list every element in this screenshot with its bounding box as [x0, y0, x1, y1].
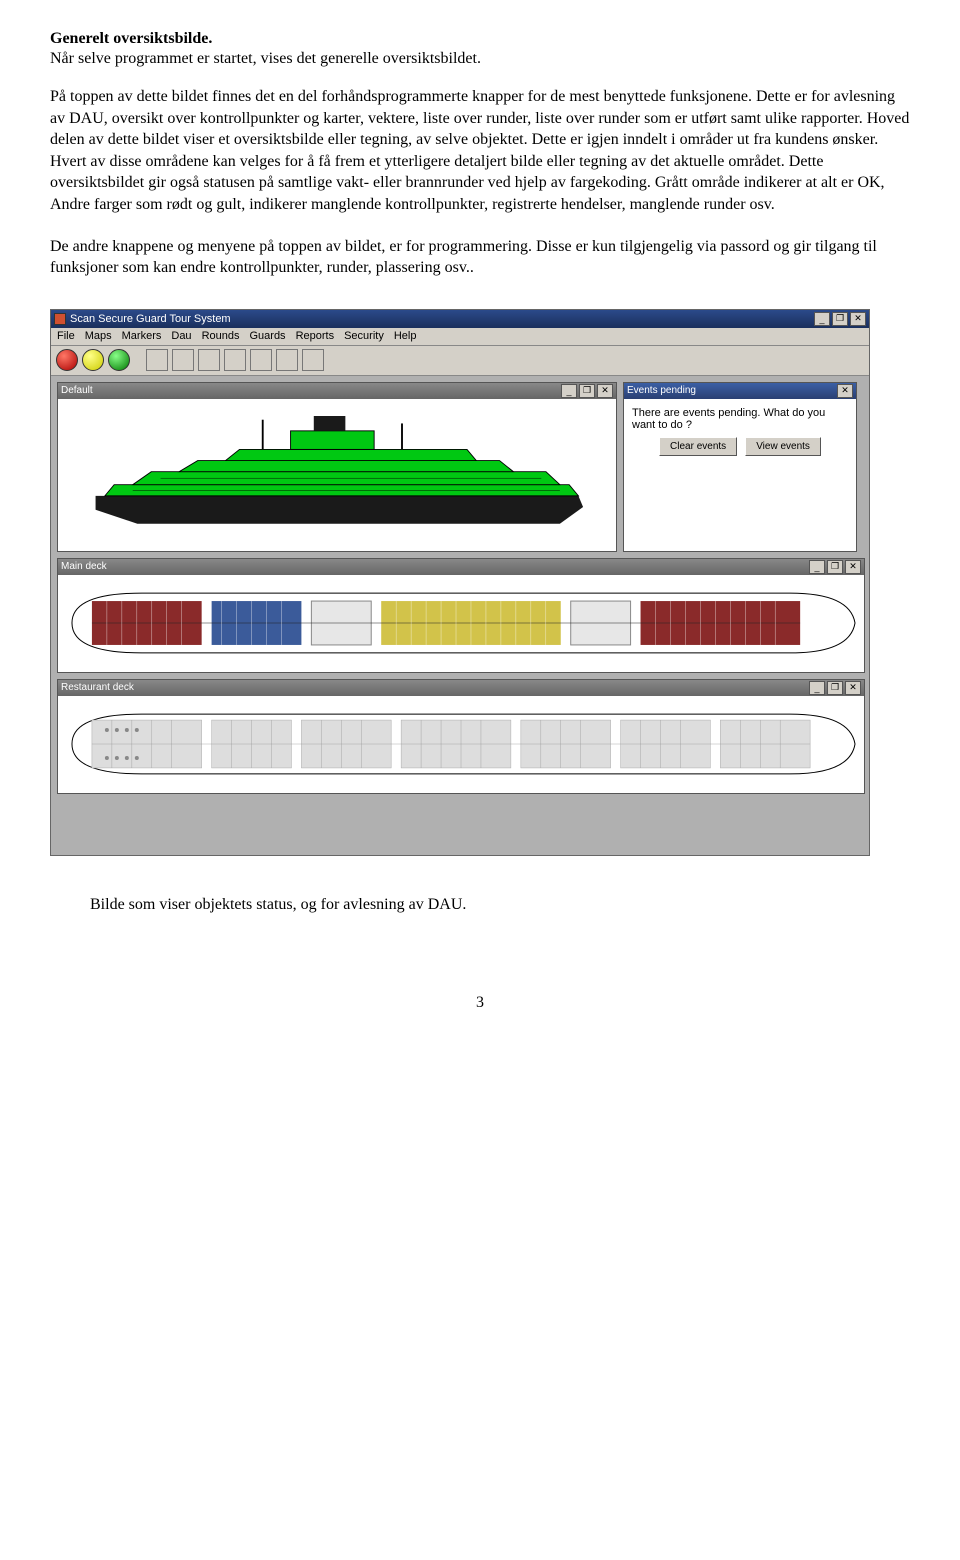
section-heading: Generelt oversiktsbilde.: [50, 30, 910, 48]
menu-reports[interactable]: Reports: [296, 330, 335, 343]
figure-caption: Bilde som viser objektets status, og for…: [90, 896, 910, 914]
paragraph-2: De andre knappene og menyene på toppen a…: [50, 236, 910, 279]
app-titlebar: Scan Secure Guard Tour System _ ❐ ✕: [51, 310, 869, 328]
app-title: Scan Secure Guard Tour System: [70, 313, 231, 325]
close-button[interactable]: ✕: [850, 312, 866, 326]
intro-line: Når selve programmet er startet, vises d…: [50, 50, 910, 68]
minimize-button[interactable]: _: [814, 312, 830, 326]
restaurant-deck-title: Restaurant deck: [61, 682, 134, 693]
default-window-title: Default: [61, 385, 93, 396]
view-events-button[interactable]: View events: [745, 437, 821, 456]
panel-close-button[interactable]: ✕: [845, 560, 861, 574]
toolbar-button-1[interactable]: [146, 349, 168, 371]
status-yellow-icon[interactable]: [82, 349, 104, 371]
events-close-button[interactable]: ✕: [837, 384, 853, 398]
panel-maximize-button[interactable]: ❐: [827, 681, 843, 695]
app-screenshot: Scan Secure Guard Tour System _ ❐ ✕ File…: [50, 309, 870, 856]
panel-maximize-button[interactable]: ❐: [827, 560, 843, 574]
toolbar-button-7[interactable]: [302, 349, 324, 371]
menu-guards[interactable]: Guards: [249, 330, 285, 343]
main-deck-window: Main deck _ ❐ ✕: [57, 558, 865, 673]
maximize-button[interactable]: ❐: [832, 312, 848, 326]
main-paragraph: På toppen av dette bildet finnes det en …: [50, 86, 910, 216]
menu-maps[interactable]: Maps: [85, 330, 112, 343]
panel-minimize-button[interactable]: _: [809, 681, 825, 695]
menu-help[interactable]: Help: [394, 330, 417, 343]
clear-events-button[interactable]: Clear events: [659, 437, 737, 456]
menu-rounds[interactable]: Rounds: [202, 330, 240, 343]
toolbar-button-5[interactable]: [250, 349, 272, 371]
panel-close-button[interactable]: ✕: [845, 681, 861, 695]
mdi-workspace: Default _ ❐ ✕: [51, 376, 869, 855]
events-text: There are events pending. What do you wa…: [632, 407, 848, 431]
toolbar-button-6[interactable]: [276, 349, 298, 371]
menubar: File Maps Markers Dau Rounds Guards Repo…: [51, 328, 869, 346]
app-icon: [54, 313, 66, 325]
events-dialog-title: Events pending: [627, 385, 696, 396]
menu-markers[interactable]: Markers: [122, 330, 162, 343]
panel-maximize-button[interactable]: ❐: [579, 384, 595, 398]
restaurant-deck-window: Restaurant deck _ ❐ ✕: [57, 679, 865, 794]
main-deck-title: Main deck: [61, 561, 107, 572]
panel-close-button[interactable]: ✕: [597, 384, 613, 398]
panel-minimize-button[interactable]: _: [561, 384, 577, 398]
toolbar-button-3[interactable]: [198, 349, 220, 371]
toolbar-button-4[interactable]: [224, 349, 246, 371]
status-red-icon[interactable]: [56, 349, 78, 371]
panel-minimize-button[interactable]: _: [809, 560, 825, 574]
menu-file[interactable]: File: [57, 330, 75, 343]
restaurant-deck-plan[interactable]: [62, 702, 860, 787]
events-pending-dialog: Events pending ✕ There are events pendin…: [623, 382, 857, 552]
default-window: Default _ ❐ ✕: [57, 382, 617, 552]
status-green-icon[interactable]: [108, 349, 130, 371]
ship-profile-diagram[interactable]: [62, 403, 612, 533]
menu-security[interactable]: Security: [344, 330, 384, 343]
menu-dau[interactable]: Dau: [171, 330, 191, 343]
toolbar-button-2[interactable]: [172, 349, 194, 371]
page-number: 3: [50, 994, 910, 1012]
main-deck-plan[interactable]: [62, 581, 860, 666]
toolbar: [51, 346, 869, 376]
